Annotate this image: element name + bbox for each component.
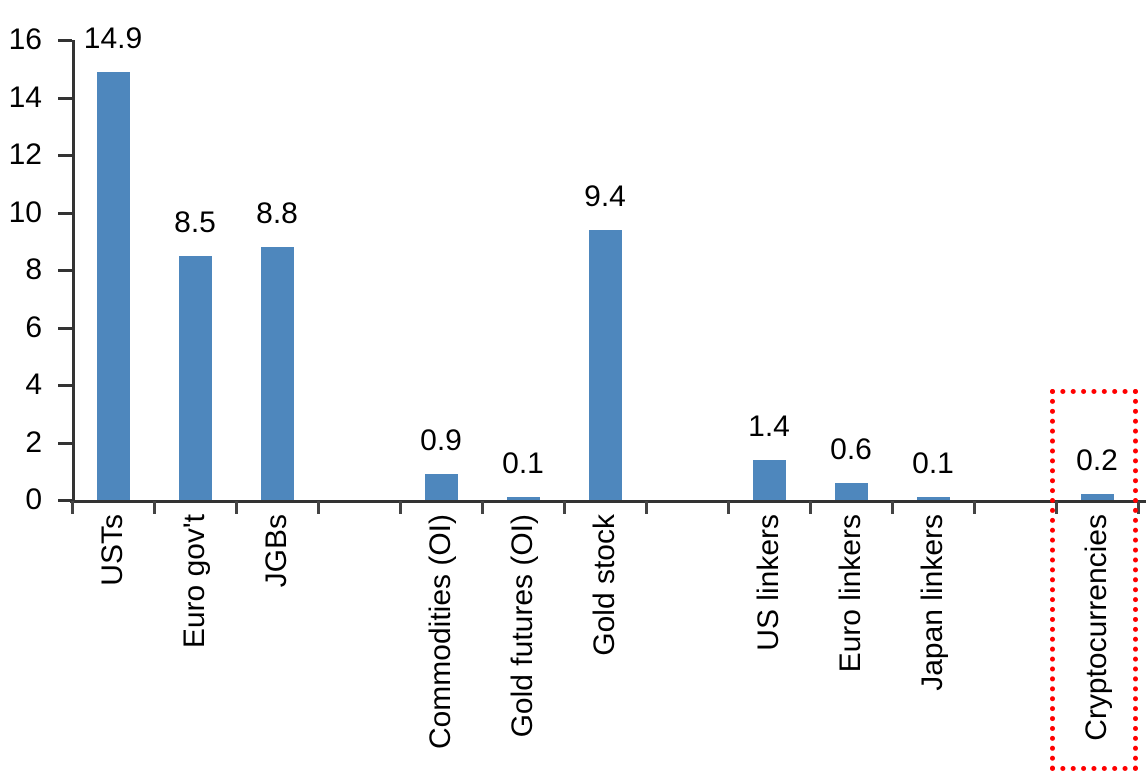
value-label: 9.4 — [584, 179, 626, 213]
y-axis-tick — [58, 326, 72, 330]
value-label: 8.5 — [174, 205, 216, 239]
x-axis-tick — [644, 501, 648, 514]
y-axis-tick-label: 12 — [8, 138, 42, 171]
x-axis-tick — [1054, 501, 1058, 514]
x-axis-line — [70, 500, 1146, 503]
value-label: 0.9 — [420, 424, 462, 458]
bar-gold-futures-oi- — [506, 497, 540, 500]
x-axis-tick — [726, 501, 730, 514]
y-axis-tick — [58, 441, 72, 445]
bar-cryptocurrencies — [1080, 494, 1114, 500]
bar-euro-linkers — [834, 482, 868, 500]
y-axis-tick — [58, 269, 72, 272]
bar-us-linkers — [752, 459, 786, 500]
y-axis-tick — [58, 211, 72, 215]
x-axis-tick — [234, 501, 238, 514]
value-label: 14.9 — [83, 21, 143, 55]
bar-usts — [96, 71, 130, 500]
y-axis-line — [72, 40, 75, 503]
y-axis-tick-label: 8 — [25, 253, 42, 286]
bar-gold-stock — [588, 229, 622, 500]
category-label: Gold stock — [588, 514, 621, 656]
category-label: Euro gov't — [178, 514, 211, 649]
category-label: Gold futures (OI) — [506, 514, 539, 738]
x-axis-tick — [480, 501, 484, 514]
y-axis-tick-label: 4 — [25, 368, 42, 401]
x-axis-tick — [316, 501, 320, 514]
x-axis-tick — [152, 501, 156, 514]
value-label: 0.6 — [830, 432, 872, 466]
x-axis-tick — [562, 501, 566, 514]
category-label: JGBs — [260, 514, 293, 588]
category-label: US linkers — [752, 514, 785, 651]
x-axis-tick — [890, 501, 894, 514]
y-axis-tick — [58, 39, 72, 42]
y-axis-tick-label: 16 — [8, 23, 42, 56]
value-label: 8.8 — [256, 197, 298, 230]
bar-japan-linkers — [916, 497, 950, 500]
y-axis-tick — [58, 96, 72, 100]
y-axis-tick-label: 2 — [25, 425, 42, 459]
category-label: Euro linkers — [834, 514, 867, 673]
y-axis-tick — [58, 384, 72, 387]
value-label: 0.2 — [1076, 444, 1118, 478]
value-label: 0.1 — [912, 447, 954, 481]
bar-euro-gov-t — [178, 255, 212, 500]
y-axis-tick-label: 6 — [25, 310, 42, 344]
highlight-box-cryptocurrencies — [1050, 389, 1138, 771]
category-label: Commodities (OI) — [424, 514, 457, 750]
value-label: 1.4 — [748, 409, 790, 443]
y-axis-tick — [58, 499, 72, 502]
category-label: USTs — [96, 514, 129, 586]
x-axis-tick — [972, 501, 976, 514]
y-axis-tick-label: 0 — [25, 483, 42, 516]
x-axis-tick — [70, 501, 74, 514]
x-axis-tick — [398, 501, 402, 514]
y-axis-tick-label: 14 — [8, 80, 42, 114]
y-axis-tick-label: 10 — [8, 195, 42, 229]
x-axis-tick — [808, 501, 812, 514]
bar-jgbs — [260, 247, 294, 500]
y-axis-tick — [58, 154, 72, 157]
bar-commodities-oi- — [424, 474, 458, 500]
x-axis-tick — [1136, 501, 1140, 514]
category-label: Japan linkers — [916, 514, 949, 691]
value-label: 0.1 — [502, 447, 544, 481]
